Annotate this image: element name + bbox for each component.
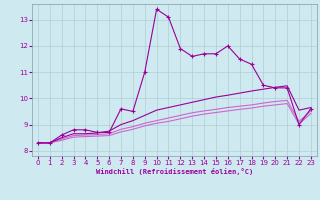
X-axis label: Windchill (Refroidissement éolien,°C): Windchill (Refroidissement éolien,°C) <box>96 168 253 175</box>
